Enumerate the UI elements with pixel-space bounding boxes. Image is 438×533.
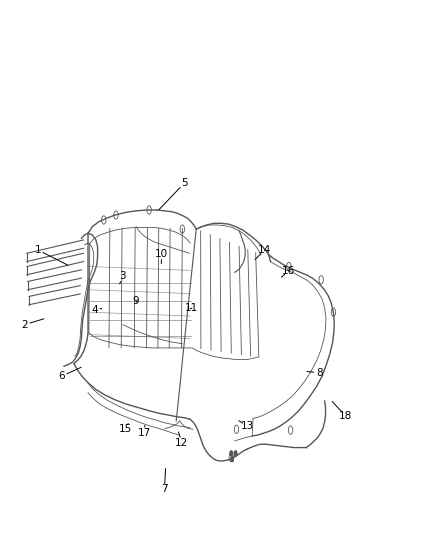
Circle shape <box>230 451 233 456</box>
Text: 5: 5 <box>181 179 187 189</box>
Text: 10: 10 <box>155 249 168 259</box>
Text: 18: 18 <box>339 411 352 421</box>
Text: 8: 8 <box>316 368 323 378</box>
Circle shape <box>231 457 233 462</box>
Text: 11: 11 <box>185 303 198 313</box>
Text: 2: 2 <box>21 320 28 329</box>
Text: 16: 16 <box>282 265 296 276</box>
Circle shape <box>234 451 237 456</box>
Text: 1: 1 <box>35 245 41 255</box>
Text: 17: 17 <box>138 427 152 438</box>
Text: 9: 9 <box>133 296 139 306</box>
Text: 13: 13 <box>241 421 254 431</box>
Text: 12: 12 <box>175 438 188 448</box>
Text: 14: 14 <box>258 245 272 255</box>
Text: 4: 4 <box>91 305 98 314</box>
Text: 6: 6 <box>59 371 65 381</box>
Text: 15: 15 <box>119 424 132 434</box>
Text: 3: 3 <box>120 271 126 281</box>
Text: 7: 7 <box>161 484 168 494</box>
